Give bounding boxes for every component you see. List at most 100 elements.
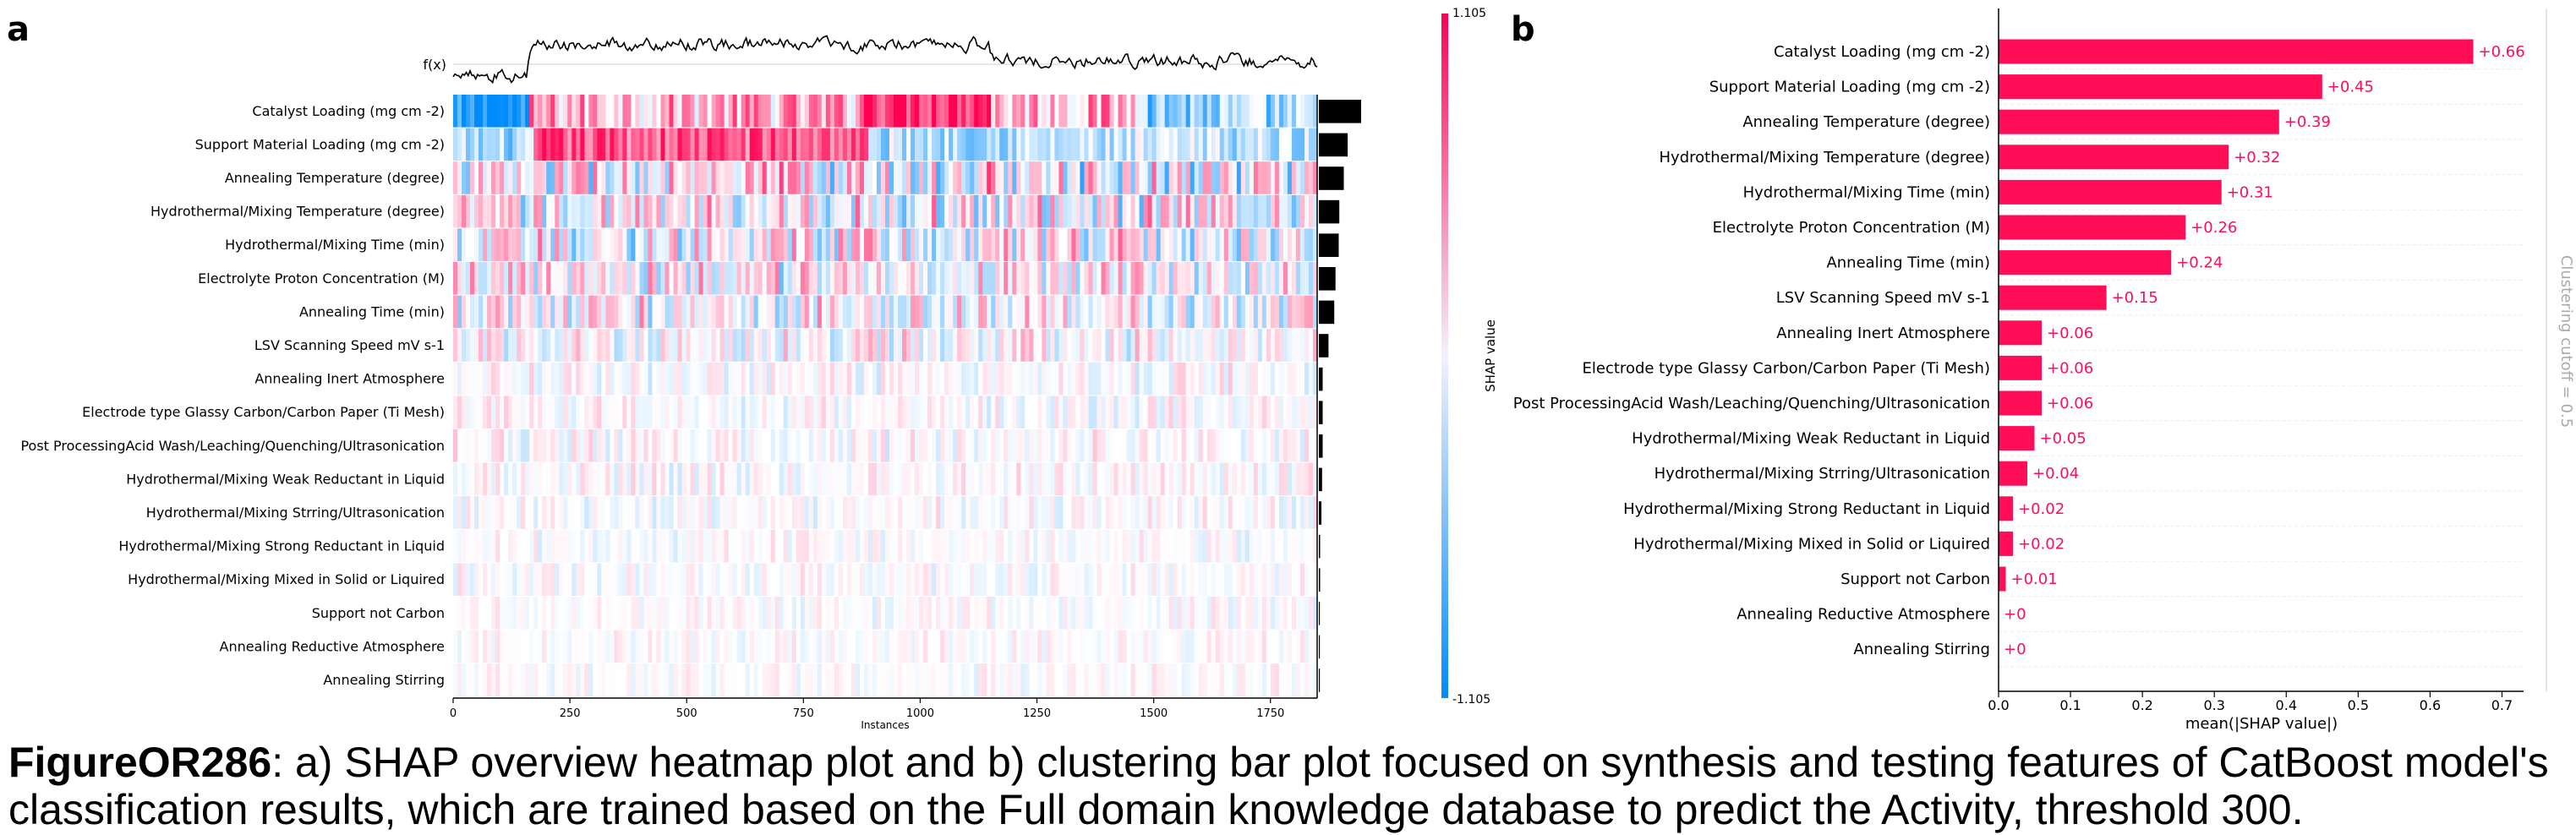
heatmap-cell <box>1287 161 1293 194</box>
heatmap-cell <box>1274 295 1280 329</box>
heatmap-cell <box>804 128 810 161</box>
heatmap-cell <box>745 529 751 563</box>
heatmap-cell <box>923 362 928 396</box>
heatmap-cell <box>829 262 835 295</box>
heatmap-cell <box>766 329 772 362</box>
heatmap-cell <box>525 396 530 428</box>
heatmap-cell <box>1283 262 1288 295</box>
heatmap-cell <box>576 262 581 295</box>
heatmap-cell <box>923 563 928 596</box>
heatmap-cell <box>880 462 886 496</box>
heatmap-cell <box>707 630 713 663</box>
heatmap-cell <box>991 262 996 295</box>
heatmap-cell <box>1113 429 1119 462</box>
heatmap-cell <box>1181 597 1187 630</box>
heatmap-cell <box>999 128 1004 161</box>
heatmap-cell <box>1101 496 1107 529</box>
heatmap-cell <box>1164 329 1170 362</box>
heatmap-cell <box>894 194 899 228</box>
heatmap-cell <box>1304 462 1310 496</box>
heatmap-cell <box>846 95 852 128</box>
heatmap-cell <box>593 529 598 563</box>
heatmap-cell <box>487 161 492 194</box>
heatmap-cell <box>1118 362 1124 396</box>
heatmap-cell <box>1037 228 1042 261</box>
heatmap-cell <box>741 95 747 128</box>
heatmap-cell <box>690 597 696 630</box>
importance-bar <box>1319 166 1344 190</box>
heatmap-cell <box>915 663 920 696</box>
heatmap-cell <box>1042 563 1047 596</box>
heatmap-cell <box>474 429 479 462</box>
x-tick-label: 1000 <box>906 707 934 720</box>
heatmap-cell <box>982 462 987 496</box>
heatmap-cell <box>550 262 555 295</box>
heatmap-cell <box>457 262 462 295</box>
heatmap-cell <box>1092 95 1098 128</box>
heatmap-cell <box>949 597 954 630</box>
heatmap-cell <box>1270 329 1276 362</box>
heatmap-cell <box>762 128 768 161</box>
heatmap-cell <box>643 462 649 496</box>
heatmap-cell <box>698 295 704 329</box>
heatmap-cell <box>995 95 1000 128</box>
heatmap-cell <box>1139 194 1145 228</box>
heatmap-cell <box>1168 462 1174 496</box>
heatmap-cell <box>885 563 890 596</box>
heatmap-cell <box>601 563 606 596</box>
heatmap-cell <box>982 228 987 261</box>
heatmap-cell <box>770 362 776 396</box>
heatmap-cell <box>800 529 806 563</box>
heatmap-cell <box>504 128 509 161</box>
heatmap-cell <box>724 496 730 529</box>
heatmap-cell <box>639 663 645 696</box>
value-label: +0.66 <box>2479 43 2525 61</box>
heatmap-cell <box>487 295 492 329</box>
heatmap-cell <box>1025 496 1030 529</box>
heatmap-cell <box>1105 128 1111 161</box>
heatmap-cell <box>1063 529 1069 563</box>
heatmap-cell <box>686 663 692 696</box>
heatmap-cell <box>1143 228 1149 261</box>
heatmap-cell <box>715 128 721 161</box>
heatmap-cell <box>601 161 606 194</box>
heatmap-cell <box>842 529 848 563</box>
heatmap-cell <box>940 295 945 329</box>
heatmap-cell <box>1232 396 1238 428</box>
heatmap-cell <box>533 496 539 529</box>
heatmap-cell <box>1211 362 1217 396</box>
heatmap-cell <box>919 362 924 396</box>
heatmap-cell <box>749 329 755 362</box>
caption-figure-id: FigureOR286 <box>8 739 272 786</box>
heatmap-cell <box>1181 329 1187 362</box>
heatmap-cell <box>1253 597 1259 630</box>
heatmap-cell <box>1211 396 1217 428</box>
heatmap-cell <box>1058 128 1064 161</box>
heatmap-cell <box>517 128 522 161</box>
heatmap-cell <box>1206 128 1212 161</box>
heatmap-cell <box>1046 529 1051 563</box>
heatmap-cell <box>783 329 789 362</box>
heatmap-cell <box>491 228 496 261</box>
heatmap-cell <box>1299 563 1305 596</box>
heatmap-cell <box>555 597 560 630</box>
heatmap-cell <box>1105 563 1111 596</box>
heatmap-cell <box>652 630 658 663</box>
heatmap-cell <box>572 396 577 428</box>
heatmap-cell <box>1278 295 1284 329</box>
heatmap-cell <box>944 496 949 529</box>
heatmap-cell <box>470 194 475 228</box>
heatmap-cell <box>597 329 602 362</box>
heatmap-cell <box>1126 362 1132 396</box>
heatmap-cell <box>1016 128 1021 161</box>
heatmap-cell <box>850 496 856 529</box>
heatmap-cell <box>1088 630 1094 663</box>
heatmap-cell <box>1143 529 1149 563</box>
heatmap-cell <box>829 597 835 630</box>
heatmap-cell <box>559 597 564 630</box>
heatmap-cell <box>546 597 551 630</box>
heatmap-cell <box>686 597 692 630</box>
heatmap-cell <box>898 496 903 529</box>
heatmap-cell <box>525 630 530 663</box>
heatmap-cell <box>1118 529 1124 563</box>
